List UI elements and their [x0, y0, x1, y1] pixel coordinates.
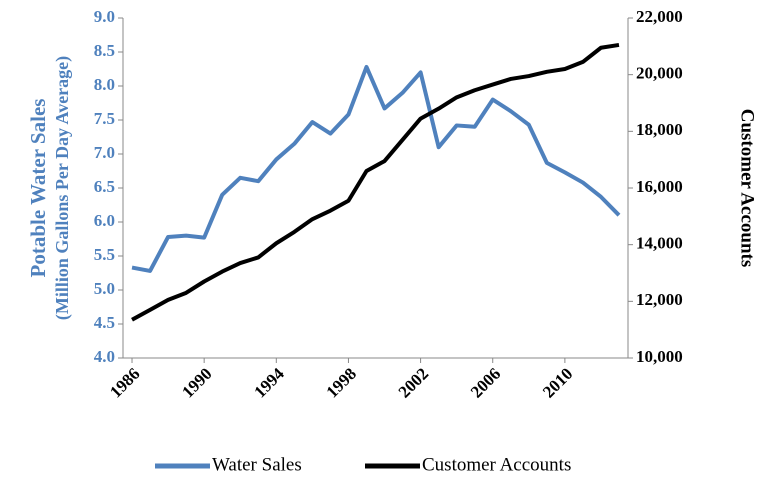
y2-tick-label: 16,000 — [636, 177, 683, 196]
y2-tick-label: 10,000 — [636, 347, 683, 366]
y-tick-label: 6.0 — [94, 211, 115, 230]
y2-tick-label: 18,000 — [636, 120, 683, 139]
y2-tick-label: 14,000 — [636, 234, 683, 253]
x-tick-label: 2010 — [539, 364, 576, 401]
y-tick-label: 7.0 — [94, 143, 115, 162]
y-tick-label: 6.5 — [94, 177, 115, 196]
y-tick-label: 5.5 — [94, 245, 115, 264]
x-tick-label: 2006 — [467, 364, 504, 401]
x-tick-label: 1990 — [178, 364, 215, 401]
y-tick-label: 4.0 — [94, 347, 115, 366]
x-tick-label: 1998 — [323, 364, 360, 401]
y-axis-title: Potable Water Sales — [26, 99, 50, 278]
y2-tick-label: 20,000 — [636, 64, 683, 83]
y2-axis-title: Customer Accounts — [737, 109, 758, 268]
x-tick-label: 1994 — [250, 364, 288, 402]
series-line — [131, 64, 621, 273]
y-tick-label: 9.0 — [94, 7, 115, 26]
y-tick-label: 4.5 — [94, 313, 115, 332]
y2-tick-label: 22,000 — [636, 7, 683, 26]
y-tick-label: 7.5 — [94, 109, 115, 128]
y2-tick-label: 12,000 — [636, 290, 683, 309]
series-line — [131, 42, 620, 322]
y-tick-label: 8.0 — [94, 75, 115, 94]
legend-label: Water Sales — [212, 454, 302, 475]
x-tick-label: 2002 — [395, 364, 432, 401]
y-tick-label: 5.0 — [94, 279, 115, 298]
x-tick-label: 1986 — [106, 364, 143, 401]
legend-label: Customer Accounts — [422, 454, 571, 475]
y-tick-label: 8.5 — [94, 41, 115, 60]
y-axis-subtitle: (Million Gallons Per Day Average) — [52, 56, 73, 320]
